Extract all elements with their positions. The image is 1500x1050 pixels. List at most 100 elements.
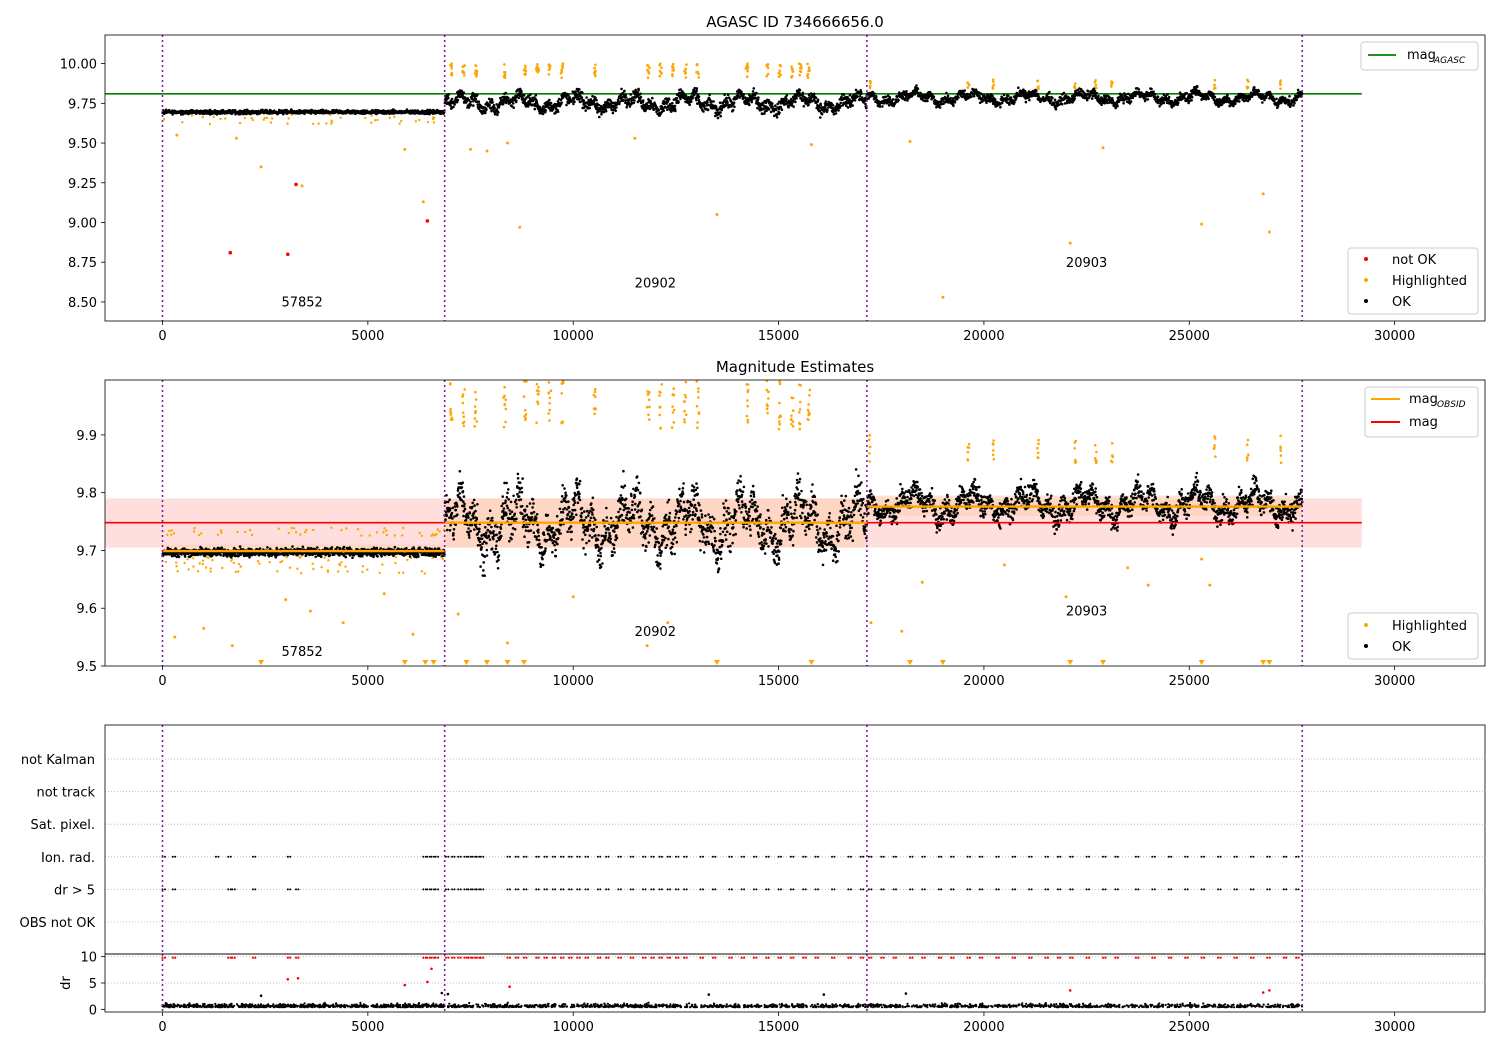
obsid-label: 57852 bbox=[281, 296, 322, 311]
ok-point bbox=[999, 105, 1002, 109]
highlighted-point bbox=[175, 133, 179, 137]
highlighted-point bbox=[435, 532, 438, 536]
ok-point bbox=[1134, 94, 1137, 97]
highlighted-point bbox=[181, 121, 184, 124]
ok-point bbox=[639, 92, 642, 95]
highlighted-point bbox=[394, 561, 397, 565]
legend-label: mag bbox=[1407, 48, 1436, 63]
ok-point bbox=[679, 97, 682, 101]
ok-point bbox=[677, 101, 680, 104]
highlighted-point bbox=[1279, 461, 1283, 465]
ok-point bbox=[690, 100, 693, 103]
ok-point bbox=[641, 99, 645, 102]
ok-point bbox=[1121, 94, 1124, 97]
ok-point bbox=[578, 88, 581, 91]
y-tick-label: 8.50 bbox=[68, 296, 97, 311]
ok-point bbox=[576, 89, 580, 93]
highlighted-point bbox=[671, 74, 674, 78]
plot-frame bbox=[104, 34, 1486, 322]
highlighted-point bbox=[441, 557, 445, 561]
ok-point bbox=[496, 113, 499, 117]
highlighted-point bbox=[360, 534, 363, 537]
ok-point bbox=[915, 84, 918, 87]
highlighted-point bbox=[697, 411, 701, 414]
ok-point bbox=[220, 546, 224, 549]
highlighted-point bbox=[790, 414, 793, 418]
highlighted-point bbox=[966, 446, 969, 449]
highlighted-point bbox=[548, 401, 551, 405]
ok-point bbox=[750, 100, 753, 104]
ok-point bbox=[1052, 101, 1056, 104]
ok-point bbox=[525, 96, 528, 99]
highlighted-point bbox=[561, 64, 564, 67]
ok-point bbox=[533, 102, 537, 106]
highlighted-point bbox=[393, 115, 396, 119]
ok-point bbox=[541, 112, 545, 116]
highlighted-point bbox=[251, 118, 254, 122]
legend-marker bbox=[1364, 278, 1368, 282]
x-tick-label: 0 bbox=[158, 329, 166, 344]
highlighted-point bbox=[806, 76, 810, 80]
highlighted-point bbox=[1247, 453, 1250, 457]
ok-point bbox=[535, 99, 538, 103]
highlighted-point bbox=[966, 450, 970, 454]
ok-point bbox=[1085, 98, 1089, 102]
ok-point bbox=[638, 98, 642, 101]
ok-point bbox=[171, 113, 174, 116]
highlighted-point bbox=[647, 71, 650, 74]
ok-point bbox=[977, 91, 980, 94]
highlighted-point bbox=[1213, 444, 1216, 447]
ok-point bbox=[916, 87, 920, 90]
ok-point bbox=[1227, 97, 1231, 100]
ok-point bbox=[1213, 95, 1217, 99]
ok-point bbox=[1234, 102, 1237, 106]
ok-point bbox=[723, 93, 726, 96]
highlighted-point bbox=[560, 69, 563, 72]
highlighted-point bbox=[287, 117, 290, 120]
ok-point bbox=[675, 96, 679, 100]
highlighted-point bbox=[1279, 87, 1282, 90]
highlighted-point bbox=[777, 427, 781, 431]
highlighted-point bbox=[746, 420, 750, 424]
ok-point bbox=[595, 98, 598, 102]
highlighted-point bbox=[1214, 455, 1217, 458]
highlighted-point bbox=[524, 416, 527, 420]
ok-point bbox=[1186, 98, 1190, 101]
highlighted-point bbox=[234, 570, 238, 574]
ok-point bbox=[787, 106, 790, 109]
highlighted-point bbox=[684, 72, 687, 75]
ok-point bbox=[1166, 93, 1169, 96]
highlighted-point bbox=[207, 556, 210, 559]
highlighted-point bbox=[672, 408, 676, 412]
highlighted-point bbox=[791, 420, 795, 423]
highlighted-point bbox=[658, 413, 662, 417]
highlighted-point bbox=[300, 572, 303, 575]
ok-point bbox=[1158, 105, 1161, 108]
ok-point bbox=[767, 98, 770, 102]
highlighted-point bbox=[672, 66, 675, 70]
ok-point bbox=[632, 101, 636, 105]
ok-point bbox=[904, 97, 907, 101]
highlighted-point bbox=[285, 556, 288, 559]
highlighted-point bbox=[340, 561, 343, 564]
ok-point bbox=[771, 102, 774, 105]
highlighted-point bbox=[808, 388, 812, 392]
ok-point bbox=[985, 99, 988, 103]
ok-point bbox=[826, 107, 829, 110]
ok-point bbox=[600, 113, 603, 116]
ok-point bbox=[878, 105, 882, 108]
ok-point bbox=[291, 545, 294, 548]
y-tick-label: 9.75 bbox=[68, 97, 97, 112]
not-ok-point bbox=[228, 250, 233, 255]
ok-point bbox=[1126, 92, 1130, 96]
highlighted-point bbox=[216, 533, 220, 536]
highlighted-point bbox=[462, 415, 466, 419]
highlighted-point bbox=[449, 418, 453, 422]
ok-point bbox=[520, 90, 523, 93]
highlighted-point bbox=[659, 426, 663, 430]
ok-point bbox=[666, 100, 670, 103]
ok-point bbox=[1283, 96, 1287, 100]
ok-point bbox=[1093, 89, 1097, 93]
highlighted-point bbox=[799, 66, 802, 70]
ok-point bbox=[1226, 93, 1229, 97]
